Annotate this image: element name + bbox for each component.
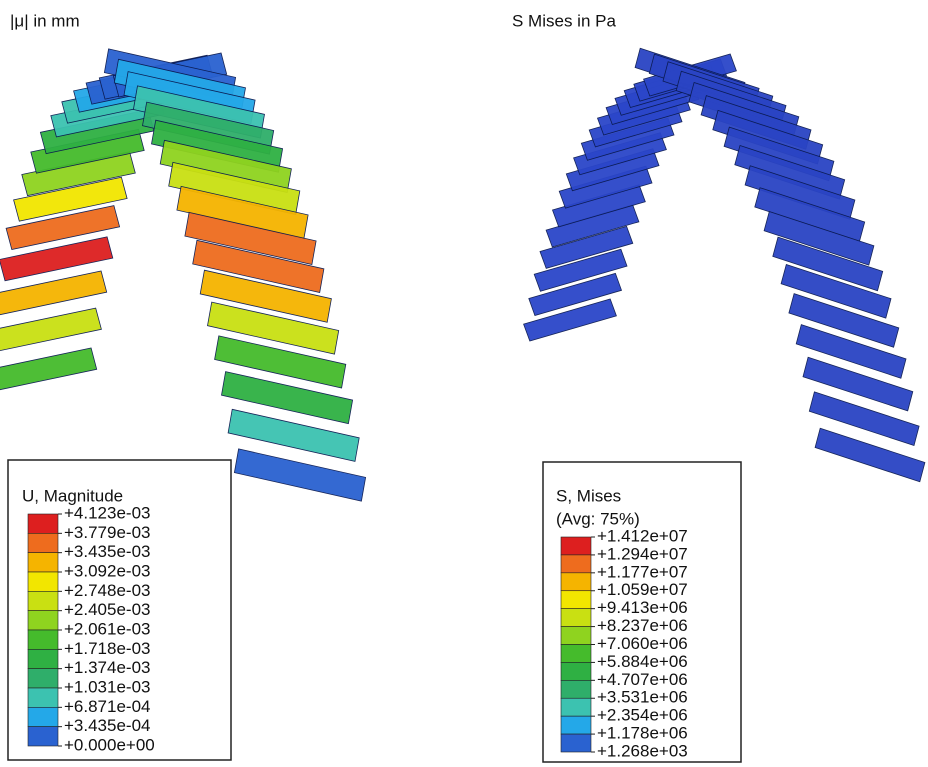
legend-label: +2.354e+06 [597, 706, 688, 725]
color-band [28, 611, 58, 630]
legend-label: +7.060e+06 [597, 634, 688, 653]
legend-label: +1.294e+07 [597, 544, 688, 563]
legend-label: +3.435e-03 [64, 542, 151, 561]
color-band [28, 688, 58, 707]
color-band [561, 591, 591, 609]
color-band [28, 553, 58, 572]
color-band [561, 537, 591, 555]
legend-label: +2.748e-03 [64, 581, 151, 600]
color-band [28, 669, 58, 688]
legend-label: +1.178e+06 [597, 724, 688, 743]
color-band [28, 727, 58, 746]
color-band [561, 627, 591, 645]
color-band [28, 591, 58, 610]
color-band [28, 707, 58, 726]
color-band [28, 649, 58, 668]
legend-label: +1.059e+07 [597, 580, 688, 599]
legend-label: +1.177e+07 [597, 562, 688, 581]
legend-label: +6.871e-04 [64, 697, 151, 716]
legend-label: +8.237e+06 [597, 616, 688, 635]
color-band [561, 698, 591, 716]
color-band [28, 572, 58, 591]
color-band [561, 555, 591, 573]
legend-label: +1.268e+03 [597, 741, 688, 760]
legend-label: +2.061e-03 [64, 619, 151, 638]
panel-title: |μ| in mm [10, 11, 80, 30]
color-band [561, 680, 591, 698]
color-band [28, 630, 58, 649]
figure: |μ| in mm S Mises in Pa U, Magnitude S, … [0, 0, 928, 767]
color-band [28, 533, 58, 552]
legend-label: +0.000e+00 [64, 735, 155, 754]
plate [0, 308, 101, 352]
legend-label: +5.884e+06 [597, 652, 688, 671]
legend-label: +3.531e+06 [597, 688, 688, 707]
color-band [561, 716, 591, 734]
legend-title: S, Mises [556, 486, 621, 505]
color-band [561, 662, 591, 680]
legend-label: +1.031e-03 [64, 677, 151, 696]
legend-label: +2.405e-03 [64, 600, 151, 619]
legend-label: +1.412e+07 [597, 526, 688, 545]
panel-title: S Mises in Pa [512, 11, 616, 30]
legend-label: +1.718e-03 [64, 639, 151, 658]
color-band [561, 645, 591, 663]
legend-label: +3.779e-03 [64, 523, 151, 542]
legend-label: +3.092e-03 [64, 561, 151, 580]
legend-label: +4.123e-03 [64, 503, 151, 522]
plate [0, 348, 97, 392]
color-band [561, 734, 591, 752]
structures [0, 48, 925, 501]
legend-label: +4.707e+06 [597, 670, 688, 689]
legend-label: +3.435e-04 [64, 716, 151, 735]
color-band [28, 514, 58, 533]
color-band [561, 573, 591, 591]
legend-label: +1.374e-03 [64, 658, 151, 677]
color-band [561, 609, 591, 627]
legend-label: +9.413e+06 [597, 598, 688, 617]
